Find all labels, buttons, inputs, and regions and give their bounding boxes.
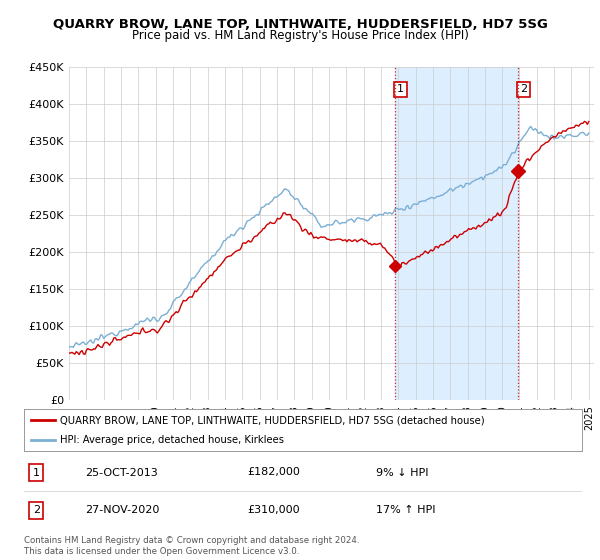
- Text: Contains HM Land Registry data © Crown copyright and database right 2024.
This d: Contains HM Land Registry data © Crown c…: [24, 536, 359, 556]
- Text: 1: 1: [397, 85, 404, 95]
- Text: 1: 1: [33, 468, 40, 478]
- Text: 2: 2: [520, 85, 527, 95]
- Text: 27-NOV-2020: 27-NOV-2020: [85, 505, 160, 515]
- Text: 17% ↑ HPI: 17% ↑ HPI: [376, 505, 435, 515]
- Text: QUARRY BROW, LANE TOP, LINTHWAITE, HUDDERSFIELD, HD7 5SG: QUARRY BROW, LANE TOP, LINTHWAITE, HUDDE…: [53, 18, 547, 31]
- Text: QUARRY BROW, LANE TOP, LINTHWAITE, HUDDERSFIELD, HD7 5SG (detached house): QUARRY BROW, LANE TOP, LINTHWAITE, HUDDE…: [60, 415, 485, 425]
- Text: 25-OCT-2013: 25-OCT-2013: [85, 468, 158, 478]
- Text: £182,000: £182,000: [247, 468, 300, 478]
- Bar: [395, 67, 518, 400]
- Text: £310,000: £310,000: [247, 505, 300, 515]
- Text: Price paid vs. HM Land Registry's House Price Index (HPI): Price paid vs. HM Land Registry's House …: [131, 29, 469, 42]
- Text: 2: 2: [33, 505, 40, 515]
- Text: 9% ↓ HPI: 9% ↓ HPI: [376, 468, 428, 478]
- Text: HPI: Average price, detached house, Kirklees: HPI: Average price, detached house, Kirk…: [60, 435, 284, 445]
